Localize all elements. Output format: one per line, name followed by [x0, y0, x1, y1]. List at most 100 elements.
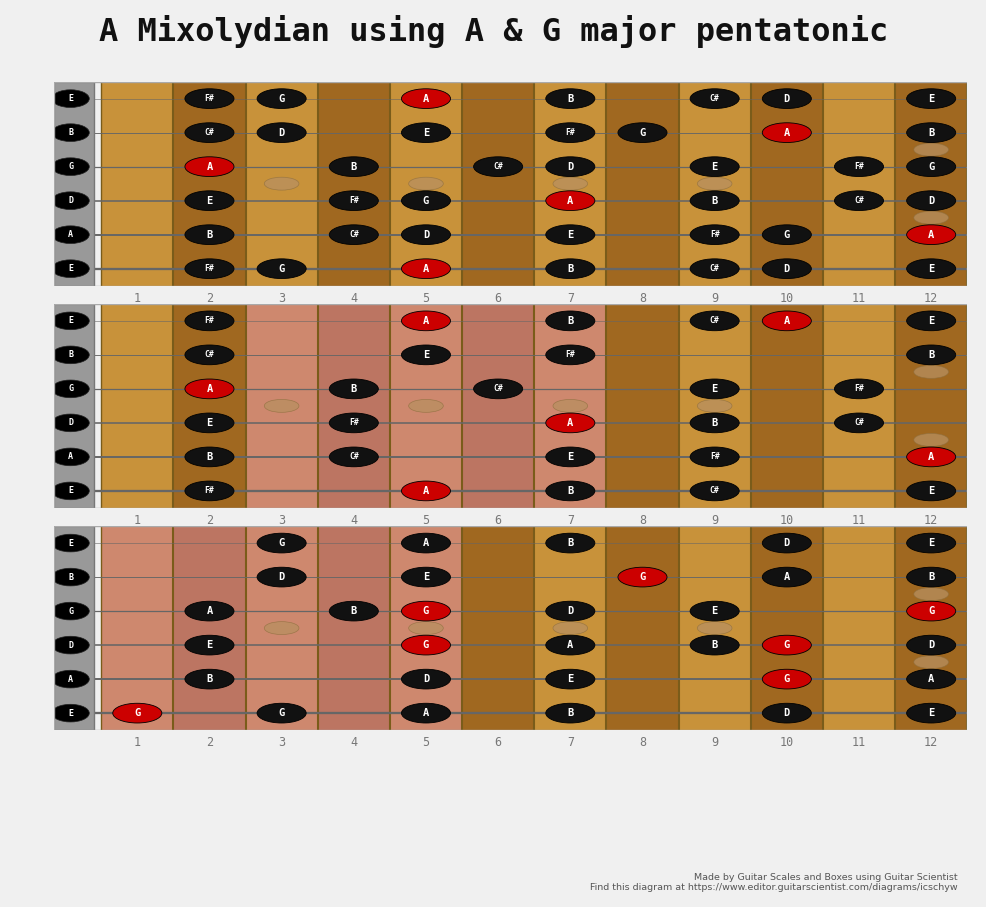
Text: 10: 10 [779, 736, 793, 749]
Text: 1: 1 [133, 292, 141, 305]
Text: D: D [422, 229, 429, 239]
Ellipse shape [833, 413, 882, 433]
Ellipse shape [51, 448, 89, 466]
Ellipse shape [184, 122, 234, 142]
Text: 4: 4 [350, 514, 357, 527]
Text: A: A [422, 708, 429, 718]
Text: D: D [567, 606, 573, 616]
Ellipse shape [401, 89, 450, 109]
Text: 7: 7 [566, 514, 573, 527]
Text: E: E [422, 350, 429, 360]
Ellipse shape [256, 258, 306, 278]
Ellipse shape [184, 225, 234, 245]
Text: G: G [783, 674, 789, 684]
Text: G: G [278, 264, 285, 274]
Ellipse shape [913, 143, 948, 156]
Bar [678, 304, 750, 508]
Text: B: B [68, 350, 73, 359]
Text: D: D [783, 264, 789, 274]
Text: G: G [422, 196, 429, 206]
Ellipse shape [697, 621, 732, 635]
Text: 12: 12 [923, 514, 938, 527]
Ellipse shape [184, 89, 234, 109]
Text: 3: 3 [278, 736, 285, 749]
Text: E: E [206, 196, 212, 206]
Ellipse shape [51, 482, 89, 500]
Text: G: G [422, 606, 429, 616]
Text: B: B [567, 486, 573, 496]
Text: 10: 10 [779, 514, 793, 527]
Text: E: E [68, 317, 73, 326]
Ellipse shape [906, 157, 954, 177]
Text: E: E [68, 539, 73, 548]
Ellipse shape [697, 177, 732, 190]
Ellipse shape [329, 225, 378, 245]
Text: 11: 11 [851, 736, 866, 749]
Bar [246, 304, 317, 508]
Text: 1: 1 [133, 736, 141, 749]
Bar [102, 526, 461, 730]
Ellipse shape [761, 533, 810, 553]
Bar [54, 304, 94, 508]
Ellipse shape [906, 258, 954, 278]
Ellipse shape [184, 635, 234, 655]
Ellipse shape [51, 602, 89, 620]
Ellipse shape [51, 123, 89, 141]
Ellipse shape [264, 621, 299, 635]
Text: B: B [711, 640, 717, 650]
Text: C#: C# [709, 317, 719, 326]
Ellipse shape [473, 379, 523, 399]
Ellipse shape [401, 122, 450, 142]
Ellipse shape [401, 601, 450, 621]
Text: D: D [278, 572, 285, 582]
Ellipse shape [552, 177, 587, 190]
Text: 8: 8 [638, 736, 646, 749]
Ellipse shape [401, 190, 450, 210]
Text: 8: 8 [638, 514, 646, 527]
Text: 11: 11 [851, 514, 866, 527]
Text: 7: 7 [566, 292, 573, 305]
Ellipse shape [906, 481, 954, 501]
Ellipse shape [51, 414, 89, 432]
Text: E: E [711, 606, 717, 616]
Text: F#: F# [565, 128, 575, 137]
Ellipse shape [51, 312, 89, 329]
Ellipse shape [473, 157, 523, 177]
Text: C#: C# [709, 486, 719, 495]
Bar [894, 526, 966, 730]
Text: A: A [422, 93, 429, 103]
Text: A: A [422, 264, 429, 274]
Ellipse shape [761, 703, 810, 723]
Text: E: E [68, 94, 73, 103]
Bar [894, 304, 966, 508]
Text: F#: F# [709, 453, 719, 462]
Ellipse shape [401, 311, 450, 331]
Text: C#: C# [349, 230, 358, 239]
Ellipse shape [761, 669, 810, 689]
Text: D: D [783, 93, 789, 103]
Ellipse shape [545, 635, 595, 655]
Text: A: A [783, 316, 789, 326]
Ellipse shape [401, 225, 450, 245]
Bar [678, 82, 750, 286]
Ellipse shape [906, 669, 954, 689]
Text: B: B [206, 674, 212, 684]
Bar [461, 304, 533, 508]
Text: E: E [711, 161, 717, 171]
Ellipse shape [545, 311, 595, 331]
Ellipse shape [401, 345, 450, 365]
Text: C#: C# [853, 196, 863, 205]
Text: 12: 12 [923, 736, 938, 749]
Text: A: A [422, 316, 429, 326]
Text: E: E [927, 708, 934, 718]
Bar [605, 526, 678, 730]
Ellipse shape [329, 157, 378, 177]
Ellipse shape [906, 225, 954, 245]
Text: E: E [68, 486, 73, 495]
Bar [822, 526, 894, 730]
Text: D: D [422, 674, 429, 684]
Ellipse shape [689, 89, 739, 109]
Text: B: B [927, 128, 934, 138]
Ellipse shape [51, 191, 89, 210]
Ellipse shape [545, 481, 595, 501]
